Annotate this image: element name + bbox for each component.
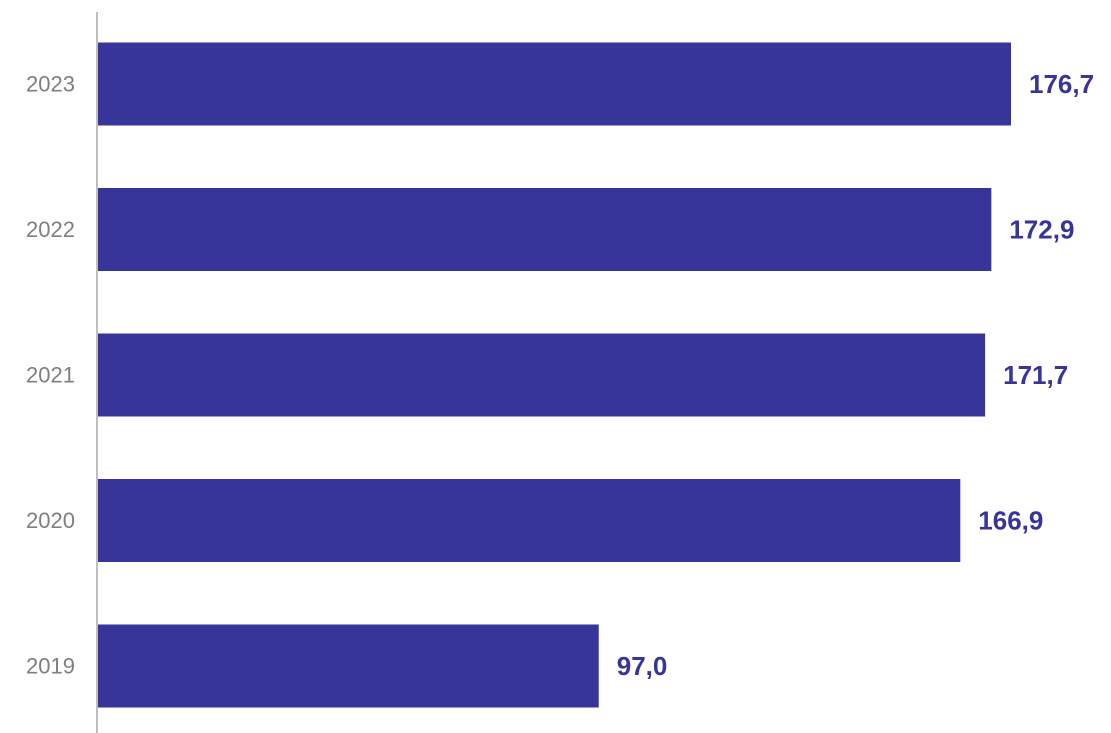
value-label-2021: 171,7 [1003, 360, 1068, 390]
category-label-2021: 2021 [26, 363, 75, 388]
bar-2020 [97, 479, 961, 562]
category-label-2022: 2022 [26, 217, 75, 242]
value-label-2020: 166,9 [978, 506, 1043, 536]
category-label-2019: 2019 [26, 654, 75, 679]
bars-layer [97, 42, 1011, 708]
category-label-2020: 2020 [26, 508, 75, 533]
value-label-2019: 97,0 [617, 651, 668, 681]
labels-layer: 2023 176,7 2022 172,9 2021 171,7 2020 166,9 2019… [26, 69, 1094, 681]
bar-2023 [97, 42, 1011, 126]
category-label-2023: 2023 [26, 72, 75, 97]
bar-2019 [97, 624, 599, 708]
bar-2022 [97, 188, 992, 271]
value-label-2022: 172,9 [1009, 215, 1074, 245]
value-label-2023: 176,7 [1029, 69, 1094, 99]
bar-2021 [97, 333, 986, 417]
